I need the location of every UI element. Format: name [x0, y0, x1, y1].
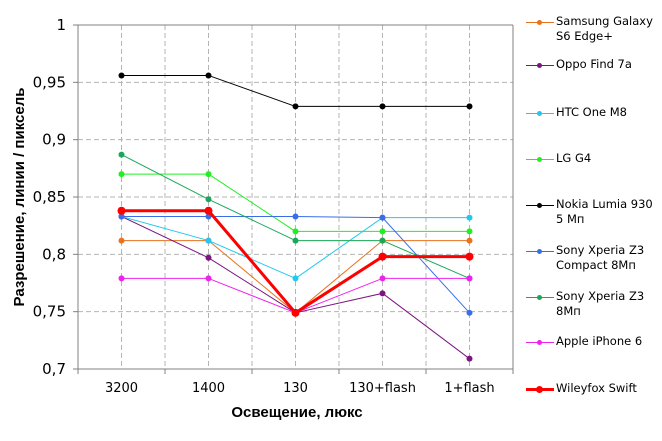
x-axis-title: Освещение, люкс	[231, 404, 362, 421]
legend-marker-icon	[522, 335, 556, 349]
legend-item: Apple iPhone 6	[522, 334, 643, 349]
legend-label: Samsung Galaxy S6 Edge+	[556, 14, 653, 43]
data-point	[466, 228, 473, 235]
legend-item: Sony Xperia Z3 Compact 8Мп	[522, 243, 645, 273]
data-point	[205, 237, 212, 244]
legend-label: LG G4	[556, 151, 592, 165]
data-point	[117, 206, 126, 215]
legend-marker-icon	[522, 198, 556, 212]
data-point	[292, 275, 299, 282]
legend-marker-icon	[522, 15, 556, 29]
legend-label: HTC One M8	[556, 105, 627, 119]
axes: 0,7 0,75 0,8 0,85 0,9 0,95 1 3200 1400 130 130+fla…	[33, 16, 514, 396]
data-point	[465, 252, 474, 261]
data-point	[118, 72, 125, 79]
data-point	[205, 254, 212, 261]
legend-label: Apple iPhone 6	[556, 334, 643, 348]
data-point	[379, 228, 386, 235]
x-tick-label: 130	[283, 381, 308, 396]
y-tick-label: 0,75	[33, 303, 66, 321]
data-point	[379, 290, 386, 297]
legend-marker-icon	[522, 58, 556, 72]
chart-legend: Samsung Galaxy S6 Edge+ Oppo Find 7a HTC O…	[522, 0, 662, 441]
legend-item: Wileyfox Swift	[522, 381, 637, 396]
data-point	[118, 275, 125, 282]
data-point	[205, 171, 212, 178]
data-point	[379, 214, 386, 221]
x-tick-label: 1+flash	[444, 381, 494, 396]
data-point	[466, 309, 473, 316]
data-point	[205, 213, 212, 220]
y-tick-label: 0,95	[33, 73, 66, 91]
legend-label: Oppo Find 7a	[556, 57, 632, 71]
data-point	[118, 213, 125, 220]
legend-item: Nokia Lumia 930 5 Мп	[522, 197, 653, 227]
legend-item: HTC One M8	[522, 105, 627, 120]
legend-label: Nokia Lumia 930 5 Мп	[556, 197, 653, 226]
data-point	[466, 355, 473, 362]
x-tick-label: 1400	[192, 381, 225, 396]
legend-label: Sony Xperia Z3 Compact 8Мп	[556, 243, 645, 272]
series-line	[117, 206, 474, 317]
data-point	[466, 275, 473, 282]
data-point	[378, 252, 387, 261]
legend-marker-icon	[522, 152, 556, 166]
data-point	[466, 237, 473, 244]
data-point	[292, 237, 299, 244]
legend-item: Oppo Find 7a	[522, 57, 632, 72]
data-point	[118, 237, 125, 244]
data-point	[118, 151, 125, 158]
data-point	[205, 72, 212, 79]
y-tick-label: 1	[56, 16, 66, 34]
x-tick-label: 130+flash	[349, 381, 416, 396]
data-point	[205, 275, 212, 282]
x-tick-label: 3200	[105, 381, 138, 396]
legend-item: Samsung Galaxy S6 Edge+	[522, 14, 653, 44]
y-tick-label: 0,85	[33, 188, 66, 206]
data-point	[379, 275, 386, 282]
series-line	[118, 213, 473, 282]
data-point	[118, 171, 125, 178]
legend-item: Sony Xperia Z3 8Мп	[522, 289, 645, 319]
legend-marker-icon	[522, 244, 556, 258]
data-point	[292, 103, 299, 110]
data-point	[466, 214, 473, 221]
legend-label: Sony Xperia Z3 8Мп	[556, 289, 645, 318]
legend-marker-icon	[522, 106, 556, 120]
data-series	[117, 72, 474, 362]
data-point	[292, 213, 299, 220]
data-point	[379, 103, 386, 110]
y-axis-title: Разрешение, линии / пиксель	[11, 88, 28, 307]
y-tick-label: 0,9	[42, 131, 66, 149]
data-point	[205, 196, 212, 203]
data-point	[204, 206, 213, 215]
legend-marker-icon	[522, 382, 556, 396]
legend-item: LG G4	[522, 151, 592, 166]
series-line	[118, 72, 473, 110]
data-point	[379, 237, 386, 244]
series-line	[118, 171, 473, 235]
y-tick-label: 0,7	[42, 360, 66, 378]
y-tick-label: 0,8	[42, 245, 66, 263]
legend-marker-icon	[522, 290, 556, 304]
series-line	[118, 213, 473, 316]
gridlines	[78, 25, 513, 369]
legend-label: Wileyfox Swift	[556, 381, 637, 395]
data-point	[292, 228, 299, 235]
data-point	[291, 308, 300, 317]
data-point	[466, 103, 473, 110]
